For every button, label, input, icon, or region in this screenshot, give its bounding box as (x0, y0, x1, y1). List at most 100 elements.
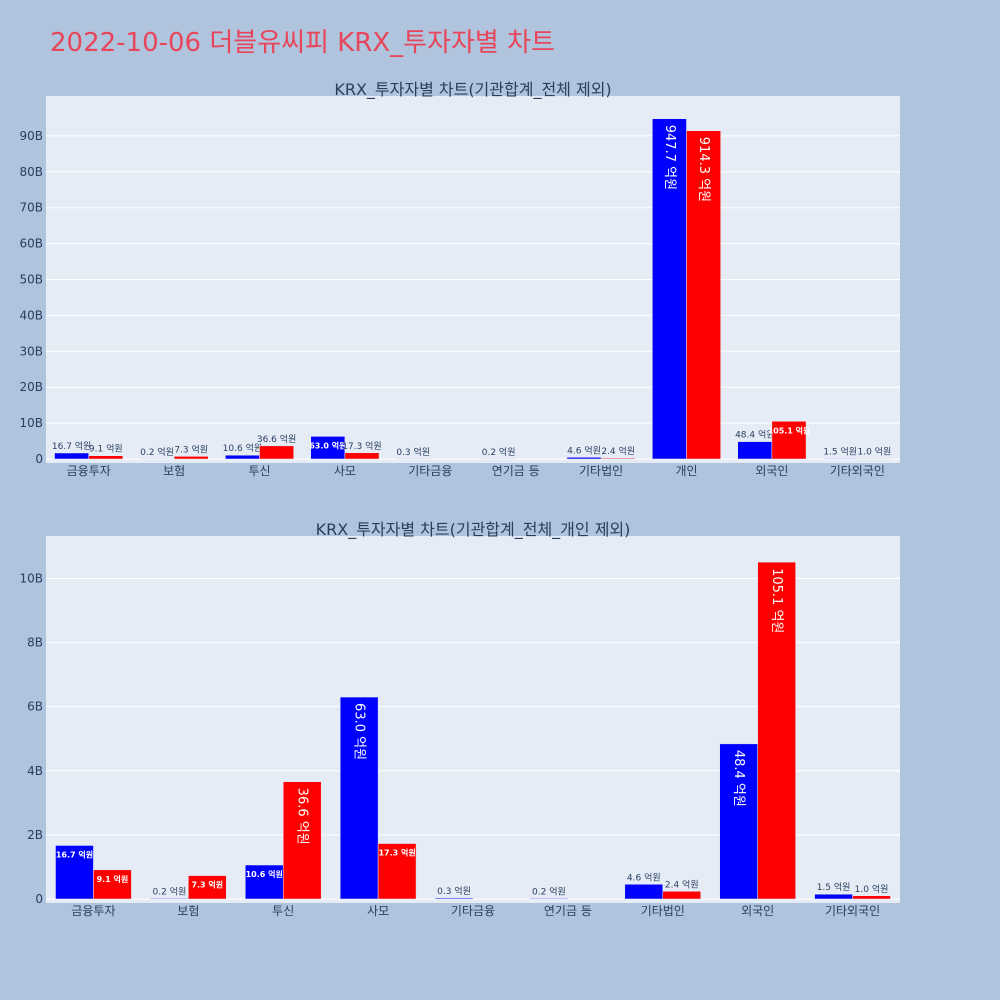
y-tick-label: 4B (27, 764, 43, 778)
bar (822, 458, 858, 460)
page-title: 2022-10-06 더블유씨피 KRX_투자자별 차트 (50, 28, 555, 58)
data-label: 2.4 억원 (601, 445, 635, 457)
bar (93, 869, 132, 900)
data-label: 10.6 억원 (246, 869, 283, 879)
x-tick-label: 연기금 등 (544, 904, 592, 918)
bar (339, 696, 379, 900)
x-tick-label: 보험 (177, 904, 199, 918)
data-label: 1.0 억원 (855, 883, 889, 895)
x-tick-label: 기타금융 (451, 904, 495, 918)
data-label: 17.3 억원 (378, 848, 415, 858)
x-tick-label: 금융투자 (71, 904, 115, 918)
x-tick-label: 기타외국인 (825, 904, 880, 918)
data-label: 36.6 억원 (295, 788, 310, 845)
x-tick-label: 기타법인 (579, 464, 623, 478)
data-label: 10.6 억원 (223, 442, 262, 454)
x-tick-label: 연기금 등 (492, 464, 540, 478)
x-tick-label: 보험 (163, 464, 185, 478)
data-label: 1.5 억원 (817, 881, 851, 893)
x-tick-label: 투신 (248, 464, 270, 478)
data-label: 0.2 억원 (482, 446, 516, 458)
y-tick-label: 0 (35, 892, 43, 906)
chart-panel-1: 0 10B 20B 30B 40B 50B 60B 70B 80B 90B KRX_투자자별 차트(… (19, 80, 900, 478)
data-label: 105.1 억원 (769, 568, 784, 633)
x-tick-label: 사모 (367, 904, 389, 918)
data-label: 48.4 억원 (735, 429, 774, 441)
bar (188, 875, 227, 900)
x-tick-label: 투신 (272, 904, 294, 918)
bar (310, 436, 346, 460)
y-tick-label: 40B (19, 308, 43, 322)
bar (852, 895, 891, 900)
y-tick-label: 90B (19, 129, 43, 143)
y-tick-label: 0 (35, 452, 43, 466)
x-tick-label: 외국인 (741, 904, 774, 918)
y-tick-label: 80B (19, 165, 43, 179)
y-tick-label: 10B (19, 416, 43, 430)
data-label: 7.3 억원 (191, 880, 223, 890)
x-tick-label: 금융투자 (67, 464, 111, 478)
data-label: 2.4 억원 (665, 878, 699, 890)
data-label: 1.5 억원 (823, 445, 857, 457)
bar (173, 456, 209, 460)
data-label: 914.3 억원 (696, 137, 711, 202)
data-label: 16.7 억원 (56, 849, 93, 859)
data-label: 4.6 억원 (627, 871, 661, 883)
bar (600, 457, 636, 460)
bar (225, 454, 260, 460)
bar (662, 891, 701, 900)
bar (686, 130, 721, 460)
data-label: 7.3 억원 (174, 443, 208, 455)
bar (245, 864, 284, 900)
chart-title: KRX_투자자별 차트(기관합계_전체_개인 제외) (316, 520, 631, 540)
x-tick-label: 기타금융 (408, 464, 452, 478)
data-label: 17.3 억원 (342, 440, 381, 452)
bar (282, 781, 322, 900)
chart-panel-2: 0 2B 4B 6B 8B 10B KRX_투자자별 차트(기관합계_전체_개인 제외) 금융… (19, 520, 900, 918)
y-tick-label: 70B (19, 201, 43, 215)
data-label: 4.6 억원 (567, 444, 601, 456)
data-label: 0.2 억원 (152, 885, 186, 897)
y-tick-label: 60B (19, 237, 43, 251)
data-label: 0.2 억원 (140, 446, 174, 458)
bar (259, 445, 294, 460)
bar (344, 452, 380, 460)
bar (652, 118, 687, 460)
data-label: 9.1 억원 (89, 443, 123, 455)
data-label: 0.3 억원 (437, 885, 471, 897)
y-tick-label: 6B (27, 700, 43, 714)
y-tick-label: 30B (19, 344, 43, 358)
data-label: 105.1 억원 (768, 425, 811, 435)
y-tick-label: 8B (27, 636, 43, 650)
bar (624, 884, 664, 900)
bar (737, 441, 773, 460)
bar (54, 452, 89, 460)
bar (88, 455, 124, 460)
bar (55, 845, 94, 900)
data-label: 947.7 억원 (662, 125, 677, 190)
bar (566, 457, 602, 460)
y-tick-label: 50B (19, 273, 43, 287)
bar (434, 897, 474, 900)
bar (529, 898, 569, 900)
data-label: 36.6 억원 (257, 433, 296, 445)
bar (377, 843, 417, 900)
x-tick-label: 사모 (334, 464, 356, 478)
data-label: 0.3 억원 (396, 446, 430, 458)
data-label: 9.1 억원 (97, 874, 129, 884)
y-tick-label: 20B (19, 380, 43, 394)
data-label: 16.7 억원 (52, 440, 91, 452)
chart-title: KRX_투자자별 차트(기관합계_전체 제외) (334, 80, 611, 100)
x-tick-label: 개인 (675, 464, 697, 478)
y-tick-label: 2B (27, 828, 43, 842)
x-tick-label: 기타법인 (641, 904, 685, 918)
bar (757, 561, 796, 900)
data-label: 1.0 억원 (858, 446, 892, 458)
bar (150, 898, 189, 900)
x-tick-label: 기타외국인 (830, 464, 885, 478)
y-tick-label: 10B (19, 571, 43, 585)
data-label: 63.0 억원 (309, 440, 346, 450)
data-label: 0.2 억원 (532, 885, 566, 897)
data-label: 63.0 억원 (352, 703, 367, 760)
